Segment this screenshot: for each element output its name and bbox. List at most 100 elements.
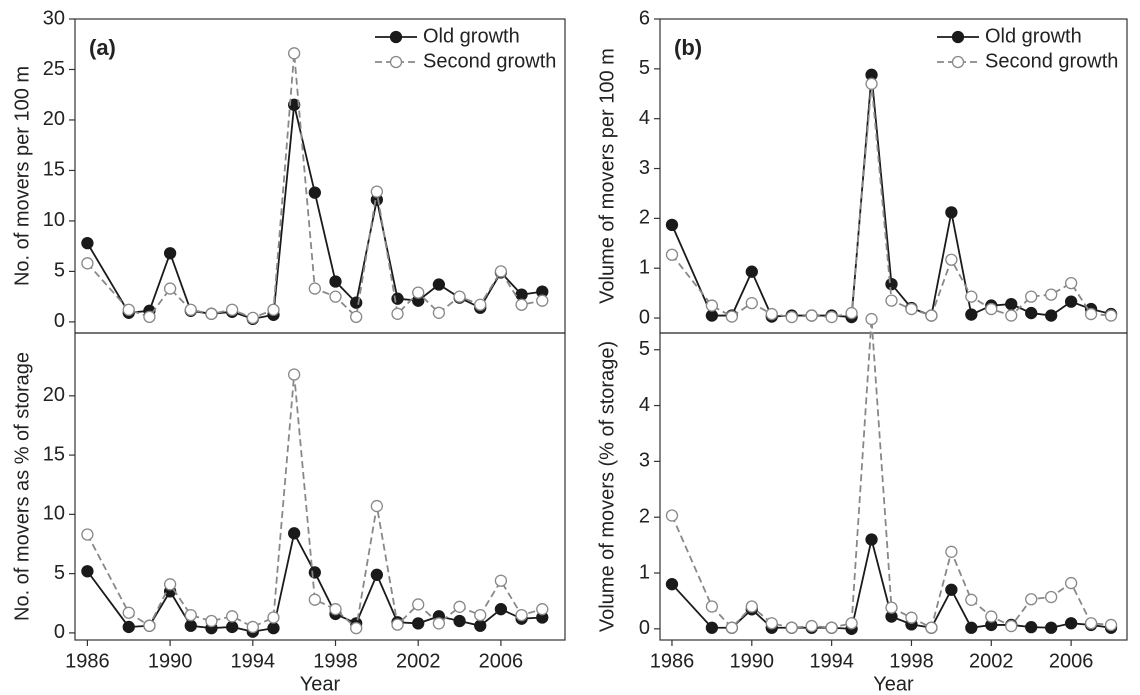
data-point xyxy=(985,302,998,316)
data-point xyxy=(965,290,978,303)
data-point xyxy=(1005,297,1018,311)
data-point xyxy=(143,619,156,632)
data-point xyxy=(765,307,778,321)
data-point xyxy=(267,303,280,316)
x-tick-label: 1998 xyxy=(313,650,358,672)
legend-label: Old growth xyxy=(423,25,520,47)
panel-label: (a) xyxy=(89,35,116,60)
data-point xyxy=(288,368,301,381)
data-point xyxy=(163,247,177,260)
y-tick-label: 5 xyxy=(639,338,650,360)
data-point xyxy=(985,610,998,623)
data-point xyxy=(122,303,135,316)
data-point xyxy=(1045,590,1058,604)
data-point xyxy=(143,310,156,323)
data-point xyxy=(725,310,738,323)
data-point xyxy=(1005,619,1018,633)
data-point xyxy=(267,621,280,635)
data-point xyxy=(536,294,549,307)
x-tick-label: 1986 xyxy=(65,650,110,672)
x-axis-label: Year xyxy=(873,673,914,695)
legend-marker xyxy=(951,30,965,44)
data-point xyxy=(453,290,466,303)
data-point xyxy=(474,608,487,622)
y-tick-label: 5 xyxy=(54,562,65,584)
data-point xyxy=(805,619,818,633)
data-point xyxy=(225,620,239,634)
data-point xyxy=(81,528,94,541)
y-axis-label: No. of movers as % of storage xyxy=(11,352,33,621)
data-point xyxy=(705,621,719,634)
y-tick-label: 2 xyxy=(639,207,650,229)
data-point xyxy=(725,621,738,634)
x-tick-label: 1994 xyxy=(231,650,276,672)
data-point xyxy=(246,311,259,325)
data-point xyxy=(474,619,487,632)
data-point xyxy=(246,620,259,634)
x-tick-label: 2006 xyxy=(1049,650,1094,672)
data-point xyxy=(665,248,679,261)
x-tick-label: 2002 xyxy=(396,650,441,672)
y-tick-label: 10 xyxy=(43,209,65,231)
data-point xyxy=(494,603,508,616)
data-point xyxy=(329,603,342,616)
data-point xyxy=(163,578,177,591)
data-point xyxy=(785,621,798,634)
series-line xyxy=(671,318,1112,630)
data-point xyxy=(350,621,363,635)
y-tick-label: 0 xyxy=(54,621,65,643)
legend-marker xyxy=(389,30,403,44)
data-point xyxy=(1084,307,1098,321)
y-axis-label: Volume of movers (% of storage) xyxy=(596,341,618,632)
data-point xyxy=(391,618,404,631)
data-point xyxy=(81,236,94,250)
data-point xyxy=(925,621,938,634)
data-point xyxy=(865,312,878,326)
y-tick-label: 15 xyxy=(43,159,65,181)
data-point xyxy=(184,619,197,632)
data-point xyxy=(885,601,898,614)
y-tick-label: 25 xyxy=(43,58,65,80)
data-point xyxy=(865,77,878,90)
series-line xyxy=(671,539,1112,630)
y-tick-label: 5 xyxy=(54,260,65,282)
data-point xyxy=(267,611,280,624)
data-point xyxy=(845,306,858,320)
y-tick-label: 4 xyxy=(639,107,650,129)
data-point xyxy=(329,275,342,288)
data-point xyxy=(453,600,466,613)
data-point xyxy=(1064,617,1078,630)
data-point xyxy=(453,614,466,628)
data-point xyxy=(432,617,446,630)
series-line xyxy=(671,74,1112,319)
y-tick-label: 30 xyxy=(43,7,65,29)
data-point xyxy=(370,499,384,513)
data-point xyxy=(885,294,898,307)
data-point xyxy=(705,299,719,312)
data-point xyxy=(308,566,321,579)
y-tick-label: 0 xyxy=(639,617,650,639)
data-point xyxy=(1064,295,1078,308)
legend-marker xyxy=(951,55,965,69)
data-point xyxy=(329,290,342,303)
panel-label: (b) xyxy=(674,35,702,60)
data-point xyxy=(205,307,218,320)
data-point xyxy=(945,545,958,558)
x-tick-label: 1998 xyxy=(889,650,934,672)
data-point xyxy=(705,600,719,613)
data-point xyxy=(665,578,679,591)
data-point xyxy=(1104,618,1118,632)
series-line xyxy=(86,53,543,319)
data-point xyxy=(785,310,798,324)
x-tick-label: 2006 xyxy=(479,650,524,672)
data-point xyxy=(163,282,177,295)
x-tick-label: 1994 xyxy=(809,650,854,672)
data-point xyxy=(905,302,918,316)
data-point xyxy=(1064,576,1078,590)
data-point xyxy=(205,614,218,628)
y-tick-label: 10 xyxy=(43,503,65,525)
data-point xyxy=(370,185,384,198)
data-point xyxy=(122,620,135,634)
